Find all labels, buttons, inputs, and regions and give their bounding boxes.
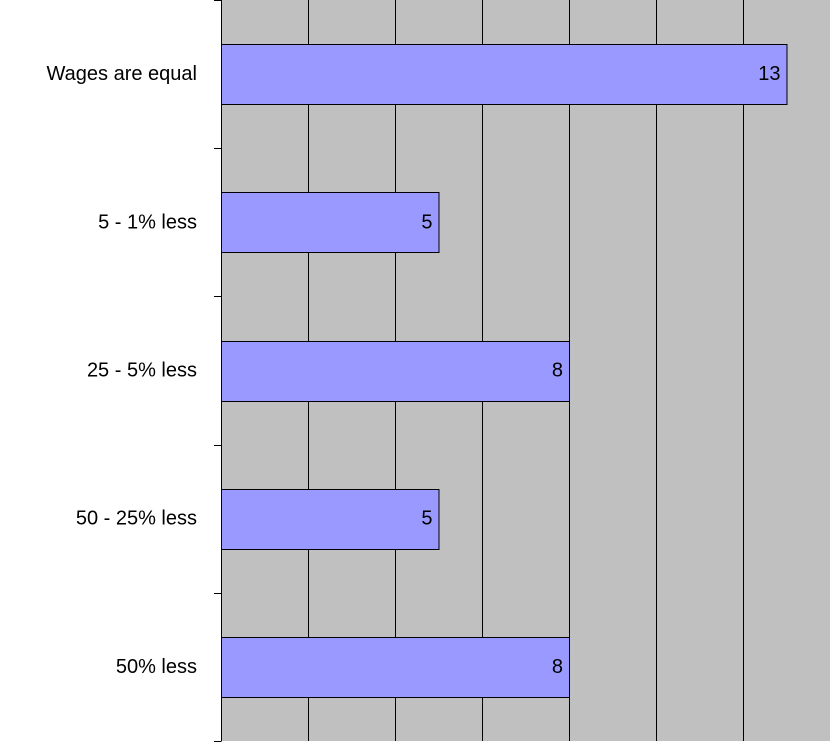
data-label: 8 — [552, 656, 563, 678]
data-label: 5 — [421, 211, 432, 233]
category-label: 50% less — [116, 656, 197, 678]
data-label: 8 — [552, 360, 563, 382]
bars — [221, 44, 788, 698]
category-label: 25 - 5% less — [87, 360, 197, 382]
bar — [221, 44, 788, 105]
data-label: 13 — [758, 63, 780, 85]
bar — [221, 637, 570, 698]
category-label: 50 - 25% less — [76, 508, 197, 530]
category-label: Wages are equal — [47, 63, 197, 85]
bar — [221, 489, 440, 550]
category-labels: Wages are equal 5 - 1% less 25 - 5% less 50… — [47, 63, 197, 678]
bar — [221, 192, 440, 253]
bar — [221, 341, 570, 402]
data-label: 5 — [421, 508, 432, 530]
category-label: 5 - 1% less — [98, 211, 197, 233]
category-axis — [214, 0, 222, 742]
data-labels: 13 5 8 5 8 — [421, 63, 780, 678]
